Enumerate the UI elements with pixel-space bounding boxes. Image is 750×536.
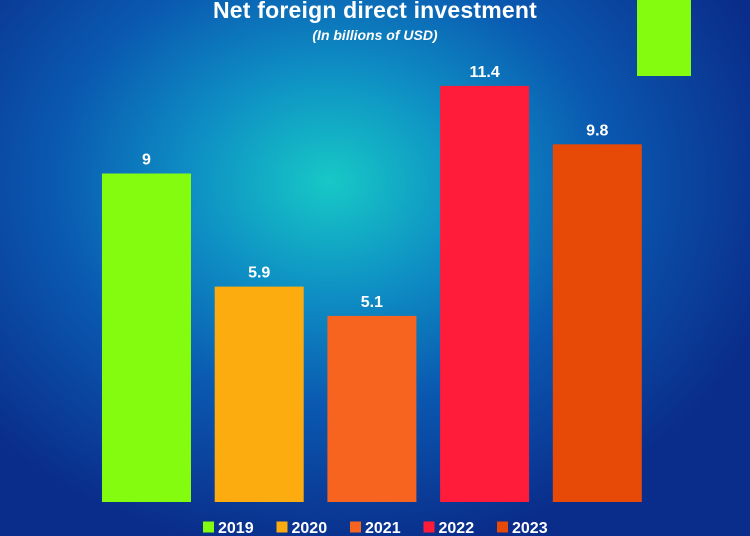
bar-2019 <box>102 173 191 502</box>
legend-swatch-2020 <box>276 521 288 533</box>
chart-title: Net foreign direct investment <box>212 0 538 23</box>
legend-label-2019: 2019 <box>218 520 254 536</box>
legend-swatch-2021 <box>350 521 361 533</box>
value-label-2020: 5.9 <box>248 265 270 282</box>
value-label-2022: 11.4 <box>469 64 499 81</box>
legend-swatch-2019 <box>203 521 214 533</box>
legend-label-2020: 2020 <box>292 520 328 536</box>
bars-group <box>102 85 642 503</box>
legend-label-2021: 2021 <box>365 520 401 536</box>
legend: 2019 2020 2021 2022 2023 <box>203 520 548 536</box>
legend-swatch-2023 <box>497 521 508 533</box>
bar-2023 <box>552 144 642 503</box>
value-label-2019: 9 <box>142 152 151 169</box>
value-labels-group: 9 5.9 5.1 11.4 9.8 <box>142 64 608 311</box>
chart-subtitle: (In billions of USD) <box>312 27 438 43</box>
value-label-2023: 9.8 <box>586 122 608 139</box>
corner-accent-box <box>637 0 691 76</box>
legend-label-2023: 2023 <box>512 520 548 536</box>
value-label-2021: 5.1 <box>361 294 383 311</box>
bar-2020 <box>214 286 304 502</box>
bar-2021 <box>327 315 417 502</box>
bar-2022 <box>440 85 530 503</box>
legend-swatch-2022 <box>423 521 435 533</box>
legend-label-2022: 2022 <box>439 520 475 536</box>
